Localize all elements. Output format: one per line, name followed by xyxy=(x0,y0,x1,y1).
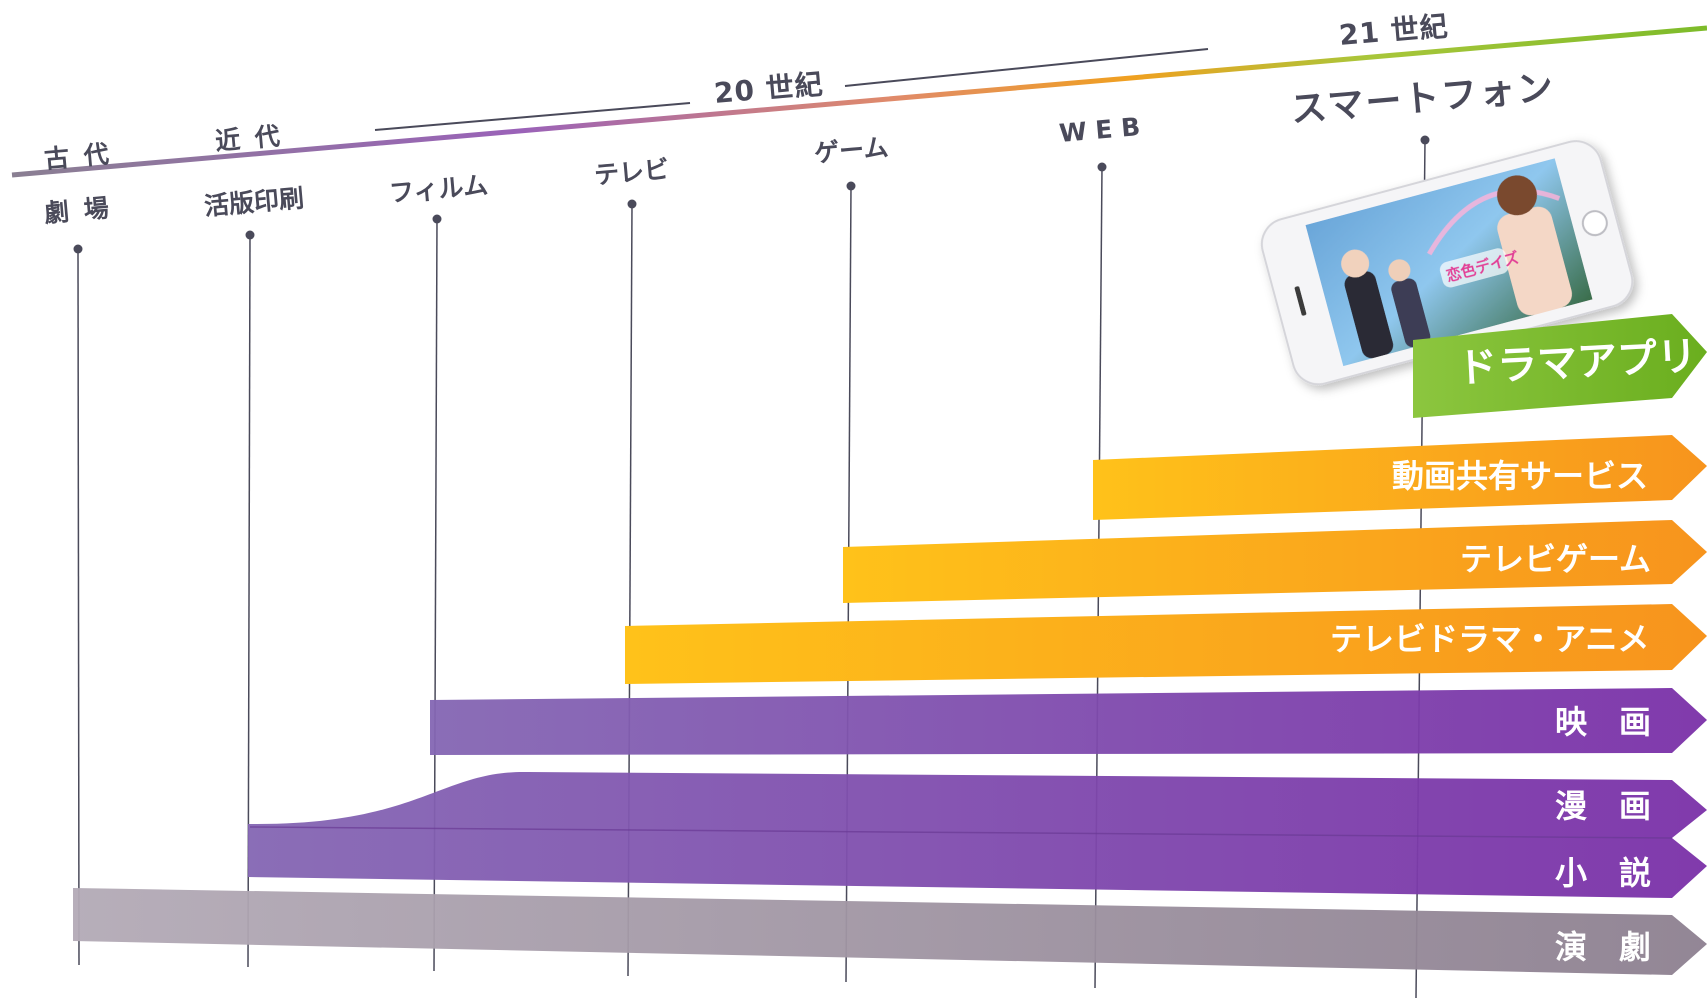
band-drama-label: 演 劇 xyxy=(1555,928,1651,966)
band-tv-drama-anime: テレビドラマ・アニメ xyxy=(625,604,1707,684)
screen-character-left xyxy=(1344,271,1394,359)
milestone-theater: 劇 場 xyxy=(43,193,113,966)
milestone-film: フィルム xyxy=(388,170,489,972)
milestone-theater-label: 劇 場 xyxy=(43,193,113,228)
milestone-printing-label: 活版印刷 xyxy=(203,183,305,221)
smartphone-illustration: 恋色デイズ xyxy=(1260,140,1634,386)
band-video-sharing-shape xyxy=(1093,435,1707,520)
band-tv-game: テレビゲーム xyxy=(843,520,1707,603)
band-video-sharing: 動画共有サービス xyxy=(1093,435,1707,520)
milestone-theater-stem xyxy=(77,248,80,966)
band-drama-shape xyxy=(73,888,1707,975)
band-novel-manga-divider xyxy=(249,826,1673,839)
century-20-bracket-right xyxy=(844,48,1209,87)
band-tv-game-label: テレビゲーム xyxy=(1460,540,1651,578)
milestone-web-label: W E B xyxy=(1058,112,1141,148)
band-video-sharing-label: 動画共有サービス xyxy=(1392,457,1648,495)
screen-rainbow xyxy=(1427,188,1561,256)
era-21st-century: 21 世紀 xyxy=(1338,10,1450,52)
phone-speaker xyxy=(1294,286,1307,316)
milestone-film-label: フィルム xyxy=(388,170,489,208)
screen-logo-bg xyxy=(1439,248,1509,288)
band-novel-manga: 漫 画 小 説 xyxy=(248,771,1707,898)
screen-character-right-head xyxy=(1497,175,1538,216)
band-manga-label: 漫 画 xyxy=(1555,787,1651,825)
screen-character-mid xyxy=(1391,278,1431,348)
band-novel-manga-shape xyxy=(248,771,1707,898)
band-novel-label: 小 説 xyxy=(1555,854,1651,892)
band-tv-drama-anime-label: テレビドラマ・アニメ xyxy=(1330,620,1649,658)
milestone-tv-label: テレビ xyxy=(593,155,670,190)
century-20-bracket-left xyxy=(374,102,691,131)
screen-character-mid-head xyxy=(1388,259,1411,282)
screen-character-left-head xyxy=(1341,249,1370,278)
band-drama: 演 劇 xyxy=(73,888,1707,975)
era-ancient: 古 代 xyxy=(43,139,113,174)
milestone-game-label: ゲーム xyxy=(813,133,890,168)
band-tv-drama-anime-shape xyxy=(625,604,1707,684)
band-movie-shape xyxy=(430,688,1707,755)
band-movie: 映 画 xyxy=(430,688,1707,755)
phone-home-button xyxy=(1581,210,1608,237)
band-tv-game-shape xyxy=(843,520,1707,603)
era-modern: 近 代 xyxy=(214,121,284,156)
timeline-line xyxy=(11,25,1707,178)
band-drama-app-shape xyxy=(1413,314,1707,418)
milestone-smartphone-label: スマートフォン xyxy=(1289,67,1556,131)
band-drama-app: ドラマアプリ xyxy=(1413,314,1707,418)
band-movie-label: 映 画 xyxy=(1555,703,1651,741)
screen-character-right xyxy=(1497,206,1572,316)
